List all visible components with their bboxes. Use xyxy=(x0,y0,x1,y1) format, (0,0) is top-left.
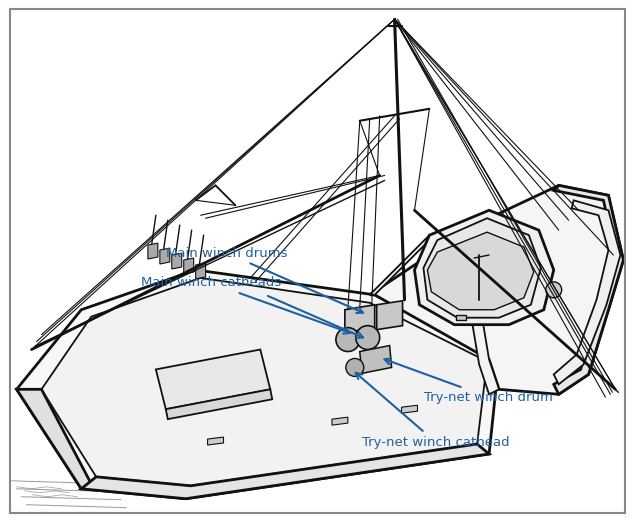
Polygon shape xyxy=(401,405,417,413)
Polygon shape xyxy=(81,444,489,499)
Polygon shape xyxy=(208,437,224,445)
Polygon shape xyxy=(332,417,348,425)
Polygon shape xyxy=(166,389,272,419)
Text: Main winch drums: Main winch drums xyxy=(166,246,363,313)
Circle shape xyxy=(356,326,380,350)
Circle shape xyxy=(545,282,562,298)
Polygon shape xyxy=(17,270,499,499)
Polygon shape xyxy=(377,301,403,329)
Polygon shape xyxy=(554,200,620,384)
Polygon shape xyxy=(172,253,182,269)
Text: Main winch catheads: Main winch catheads xyxy=(141,276,350,334)
Text: Try-net winch cathead: Try-net winch cathead xyxy=(356,373,509,448)
Polygon shape xyxy=(41,278,487,486)
Circle shape xyxy=(346,359,364,376)
Polygon shape xyxy=(17,389,91,489)
Polygon shape xyxy=(427,232,534,310)
Polygon shape xyxy=(415,210,554,325)
Circle shape xyxy=(336,328,360,351)
Polygon shape xyxy=(148,243,158,259)
Polygon shape xyxy=(554,185,624,394)
Polygon shape xyxy=(360,346,392,373)
Polygon shape xyxy=(184,258,194,274)
Polygon shape xyxy=(424,218,541,318)
Polygon shape xyxy=(160,248,170,264)
Polygon shape xyxy=(370,185,624,394)
Polygon shape xyxy=(156,350,271,409)
Polygon shape xyxy=(345,305,375,331)
Text: Try-net winch drum: Try-net winch drum xyxy=(384,359,553,404)
Polygon shape xyxy=(370,225,499,394)
Polygon shape xyxy=(196,263,206,279)
Polygon shape xyxy=(450,285,459,290)
Polygon shape xyxy=(457,315,466,319)
